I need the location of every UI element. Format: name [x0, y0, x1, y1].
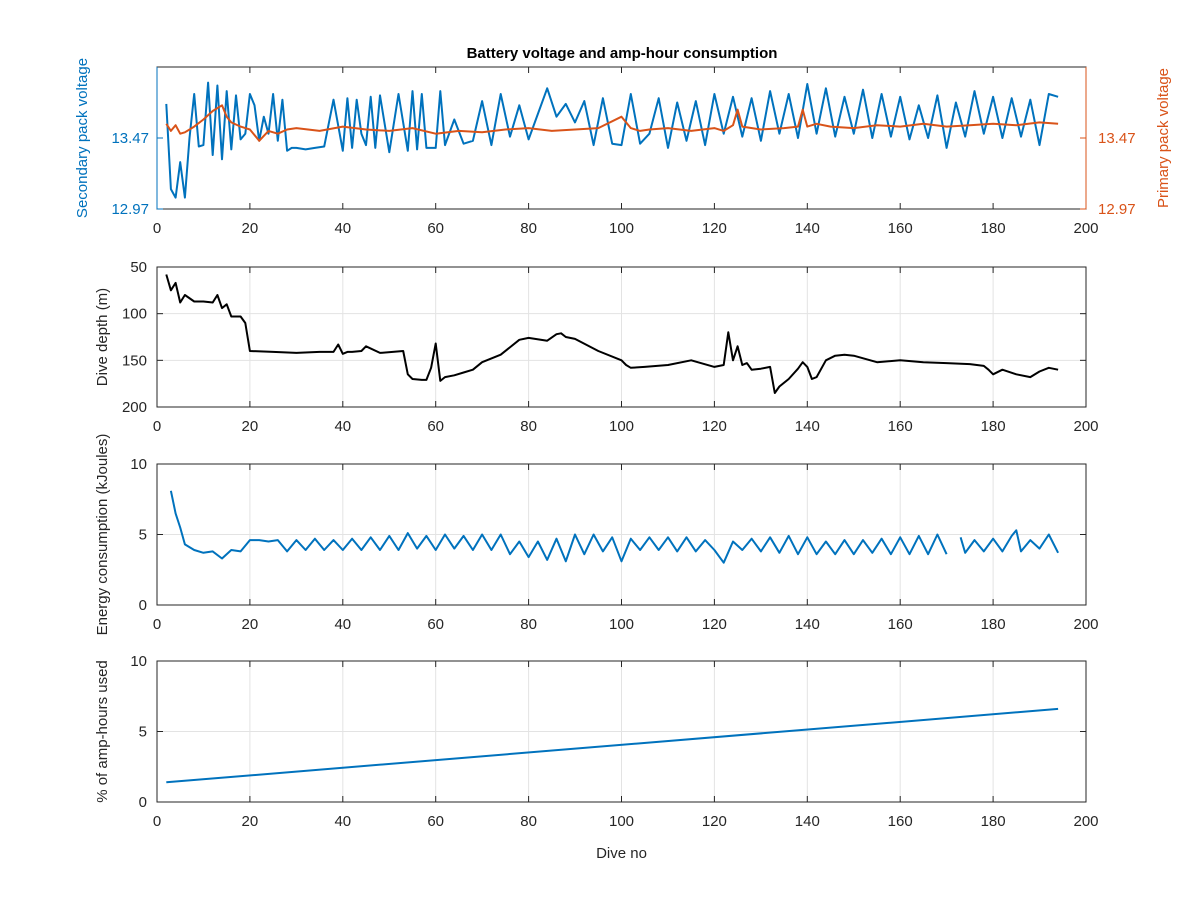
- subplots: 0 20 40 60 80 100 120 140 160 180 20012.9713.4712.…: [74, 58, 1172, 862]
- subplot-2: 0 20 40 60 80 100 120 140 160 180 200 50 100 150 200 Di…: [94, 259, 1099, 435]
- y-right-axis-label: Primary pack voltage: [1155, 68, 1172, 208]
- x-tick-label: 80: [520, 813, 537, 830]
- series-line-2: [959, 529, 1059, 554]
- x-tick-label: 200: [1073, 418, 1098, 435]
- subplot-1: 0 20 40 60 80 100 120 140 160 180 20012.9713.4712.…: [74, 58, 1172, 237]
- y-tick-label: 200: [122, 399, 147, 416]
- subplot-3: 0 20 40 60 80 100 120 140 160 180 200 0 5 10 Energy co…: [94, 434, 1099, 636]
- x-tick-label: 200: [1073, 220, 1098, 237]
- x-tick-label: 140: [795, 813, 820, 830]
- x-tick-label: 180: [981, 813, 1006, 830]
- x-tick-label: 180: [981, 220, 1006, 237]
- x-tick-label: 80: [520, 616, 537, 633]
- x-tick-label: 100: [609, 418, 634, 435]
- x-tick-label: 20: [242, 418, 259, 435]
- y-tick-label: 5: [139, 527, 147, 544]
- y-tick-label: 50: [130, 259, 147, 276]
- x-tick-label: 0: [153, 220, 161, 237]
- series-line-1: [166, 707, 1059, 784]
- y-axis-label: Energy consumption (kJoules): [94, 434, 111, 636]
- x-tick-label: 140: [795, 220, 820, 237]
- x-tick-label: 100: [609, 220, 634, 237]
- x-tick-label: 60: [427, 813, 444, 830]
- series-line-1: [165, 274, 1059, 394]
- y-tick-label: 150: [122, 352, 147, 369]
- x-tick-label: 40: [334, 418, 351, 435]
- y-tick-label: 10: [130, 456, 147, 473]
- x-tick-label: 160: [888, 813, 913, 830]
- x-tick-label: 120: [702, 616, 727, 633]
- y-tick-label: 10: [130, 653, 147, 670]
- y-right-tick-label: 13.47: [1098, 130, 1136, 147]
- x-tick-label: 100: [609, 813, 634, 830]
- x-tick-label: 0: [153, 813, 161, 830]
- y-axis-label: Dive depth (m): [94, 288, 111, 386]
- x-tick-label: 80: [520, 220, 537, 237]
- series-line-1: [169, 490, 948, 564]
- x-tick-label: 140: [795, 418, 820, 435]
- x-tick-label: 120: [702, 418, 727, 435]
- x-tick-label: 180: [981, 418, 1006, 435]
- x-tick-label: 140: [795, 616, 820, 633]
- figure-title: Battery voltage and amp-hour consumption: [467, 45, 778, 62]
- x-tick-label: 160: [888, 418, 913, 435]
- x-tick-label: 120: [702, 220, 727, 237]
- series-line-1: [165, 81, 1059, 199]
- x-tick-label: 200: [1073, 616, 1098, 633]
- y-tick-label: 100: [122, 306, 147, 323]
- x-tick-label: 160: [888, 616, 913, 633]
- x-tick-label: 60: [427, 418, 444, 435]
- x-tick-label: 0: [153, 418, 161, 435]
- y-axis-label: % of amp-hours used: [94, 660, 111, 803]
- x-tick-label: 20: [242, 813, 259, 830]
- x-tick-label: 40: [334, 220, 351, 237]
- x-tick-label: 40: [334, 616, 351, 633]
- x-tick-label: 60: [427, 616, 444, 633]
- subplot-4: 0 20 40 60 80 100 120 140 160 180 200 0 5 10 % of amp-…: [94, 653, 1099, 862]
- x-tick-label: 180: [981, 616, 1006, 633]
- y-left-tick-label: 12.97: [111, 201, 149, 218]
- y-tick-label: 0: [139, 794, 147, 811]
- y-left-tick-label: 13.47: [111, 130, 149, 147]
- y-tick-label: 0: [139, 597, 147, 614]
- x-tick-label: 200: [1073, 813, 1098, 830]
- x-tick-label: 100: [609, 616, 634, 633]
- x-tick-label: 40: [334, 813, 351, 830]
- y-right-tick-label: 12.97: [1098, 201, 1136, 218]
- x-tick-label: 120: [702, 813, 727, 830]
- x-tick-label: 0: [153, 616, 161, 633]
- x-tick-label: 20: [242, 220, 259, 237]
- x-tick-label: 60: [427, 220, 444, 237]
- x-tick-label: 160: [888, 220, 913, 237]
- x-tick-label: 20: [242, 616, 259, 633]
- y-tick-label: 5: [139, 724, 147, 741]
- x-tick-label: 80: [520, 418, 537, 435]
- y-left-axis-label: Secondary pack voltage: [74, 58, 91, 218]
- series-line-2: [165, 104, 1059, 142]
- x-axis-label: Dive no: [596, 845, 647, 862]
